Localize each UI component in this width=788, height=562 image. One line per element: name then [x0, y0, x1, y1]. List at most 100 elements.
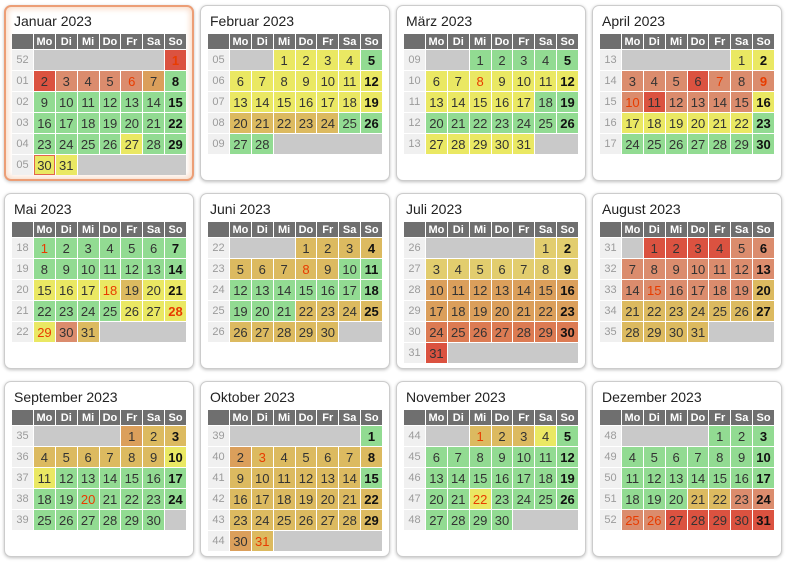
- day-cell[interactable]: 10: [317, 71, 339, 91]
- day-cell[interactable]: 29: [469, 510, 491, 530]
- day-cell[interactable]: 6: [665, 447, 687, 467]
- day-cell[interactable]: 11: [273, 468, 295, 488]
- day-cell[interactable]: 31: [55, 155, 77, 175]
- day-cell[interactable]: 9: [317, 259, 339, 279]
- day-cell[interactable]: 21: [273, 301, 295, 321]
- day-cell[interactable]: 10: [251, 468, 273, 488]
- day-cell[interactable]: 21: [447, 489, 469, 509]
- day-cell[interactable]: 1: [731, 50, 753, 70]
- day-cell[interactable]: 27: [317, 510, 339, 530]
- day-cell[interactable]: 28: [687, 510, 709, 530]
- day-cell-today[interactable]: 30: [34, 155, 55, 175]
- day-cell[interactable]: 22: [469, 113, 491, 133]
- day-cell[interactable]: 15: [273, 92, 295, 112]
- day-cell[interactable]: 23: [557, 301, 578, 321]
- day-cell[interactable]: 18: [339, 92, 361, 112]
- day-cell[interactable]: 29: [121, 510, 143, 530]
- day-cell[interactable]: 23: [753, 113, 774, 133]
- day-cell[interactable]: 1: [535, 238, 557, 258]
- day-cell[interactable]: 13: [143, 259, 165, 279]
- day-cell[interactable]: 24: [317, 113, 339, 133]
- day-cell[interactable]: 7: [273, 259, 295, 279]
- day-cell[interactable]: 25: [622, 510, 643, 530]
- day-cell[interactable]: 16: [753, 92, 774, 112]
- day-cell[interactable]: 13: [687, 92, 709, 112]
- day-cell[interactable]: 29: [709, 510, 731, 530]
- day-cell[interactable]: 4: [77, 71, 99, 91]
- day-cell[interactable]: 21: [709, 113, 731, 133]
- day-cell[interactable]: 26: [121, 301, 143, 321]
- day-cell[interactable]: 17: [513, 92, 535, 112]
- day-cell[interactable]: 13: [491, 280, 513, 300]
- day-cell[interactable]: 30: [491, 134, 513, 154]
- day-cell[interactable]: 3: [339, 238, 361, 258]
- day-cell[interactable]: 19: [295, 489, 317, 509]
- day-cell[interactable]: 19: [55, 489, 77, 509]
- day-cell[interactable]: 3: [622, 71, 643, 91]
- day-cell[interactable]: 12: [99, 92, 121, 112]
- day-cell[interactable]: 25: [709, 301, 731, 321]
- day-cell[interactable]: 31: [687, 322, 709, 342]
- day-cell[interactable]: 11: [535, 447, 557, 467]
- day-cell[interactable]: 28: [622, 322, 643, 342]
- day-cell[interactable]: 27: [77, 510, 99, 530]
- day-cell[interactable]: 28: [143, 134, 165, 154]
- day-cell[interactable]: 19: [557, 92, 578, 112]
- day-cell[interactable]: 3: [317, 50, 339, 70]
- day-cell[interactable]: 1: [121, 426, 143, 446]
- day-cell[interactable]: 17: [165, 468, 186, 488]
- day-cell[interactable]: 22: [34, 301, 55, 321]
- day-cell[interactable]: 2: [143, 426, 165, 446]
- day-cell[interactable]: 16: [34, 113, 55, 133]
- day-cell[interactable]: 5: [230, 259, 251, 279]
- day-cell[interactable]: 18: [622, 489, 643, 509]
- day-cell[interactable]: 14: [447, 92, 469, 112]
- day-cell[interactable]: 15: [643, 280, 665, 300]
- day-cell[interactable]: 1: [469, 50, 491, 70]
- day-cell[interactable]: 25: [361, 301, 382, 321]
- day-cell[interactable]: 14: [99, 468, 121, 488]
- day-cell[interactable]: 6: [687, 71, 709, 91]
- day-cell[interactable]: 25: [339, 113, 361, 133]
- day-cell[interactable]: 4: [34, 447, 55, 467]
- day-cell[interactable]: 19: [230, 301, 251, 321]
- day-cell[interactable]: 31: [251, 531, 273, 551]
- day-cell[interactable]: 14: [709, 92, 731, 112]
- day-cell[interactable]: 30: [230, 531, 251, 551]
- day-cell[interactable]: 17: [426, 301, 447, 321]
- day-cell[interactable]: 4: [273, 447, 295, 467]
- day-cell[interactable]: 2: [55, 238, 77, 258]
- day-cell[interactable]: 24: [753, 489, 774, 509]
- day-cell[interactable]: 29: [295, 322, 317, 342]
- day-cell[interactable]: 15: [34, 280, 55, 300]
- day-cell[interactable]: 28: [447, 510, 469, 530]
- day-cell[interactable]: 5: [99, 71, 121, 91]
- day-cell[interactable]: 26: [557, 489, 578, 509]
- day-cell[interactable]: 24: [77, 301, 99, 321]
- day-cell[interactable]: 6: [491, 259, 513, 279]
- day-cell[interactable]: 28: [165, 301, 186, 321]
- day-cell[interactable]: 1: [361, 426, 382, 446]
- day-cell[interactable]: 29: [731, 134, 753, 154]
- day-cell[interactable]: 16: [295, 92, 317, 112]
- day-cell[interactable]: 25: [447, 322, 469, 342]
- day-cell[interactable]: 31: [77, 322, 99, 342]
- day-cell[interactable]: 9: [34, 92, 55, 112]
- day-cell[interactable]: 1: [273, 50, 295, 70]
- day-cell[interactable]: 24: [513, 113, 535, 133]
- day-cell[interactable]: 11: [622, 468, 643, 488]
- day-cell[interactable]: 22: [361, 489, 382, 509]
- day-cell[interactable]: 31: [753, 510, 774, 530]
- day-cell[interactable]: 28: [339, 510, 361, 530]
- day-cell[interactable]: 23: [491, 489, 513, 509]
- day-cell[interactable]: 16: [230, 489, 251, 509]
- day-cell[interactable]: 8: [731, 71, 753, 91]
- day-cell[interactable]: 6: [143, 238, 165, 258]
- day-cell[interactable]: 21: [447, 113, 469, 133]
- day-cell[interactable]: 12: [55, 468, 77, 488]
- day-cell[interactable]: 26: [55, 510, 77, 530]
- day-cell[interactable]: 23: [34, 134, 55, 154]
- day-cell[interactable]: 29: [165, 134, 186, 154]
- day-cell[interactable]: 20: [687, 113, 709, 133]
- day-cell[interactable]: 20: [143, 280, 165, 300]
